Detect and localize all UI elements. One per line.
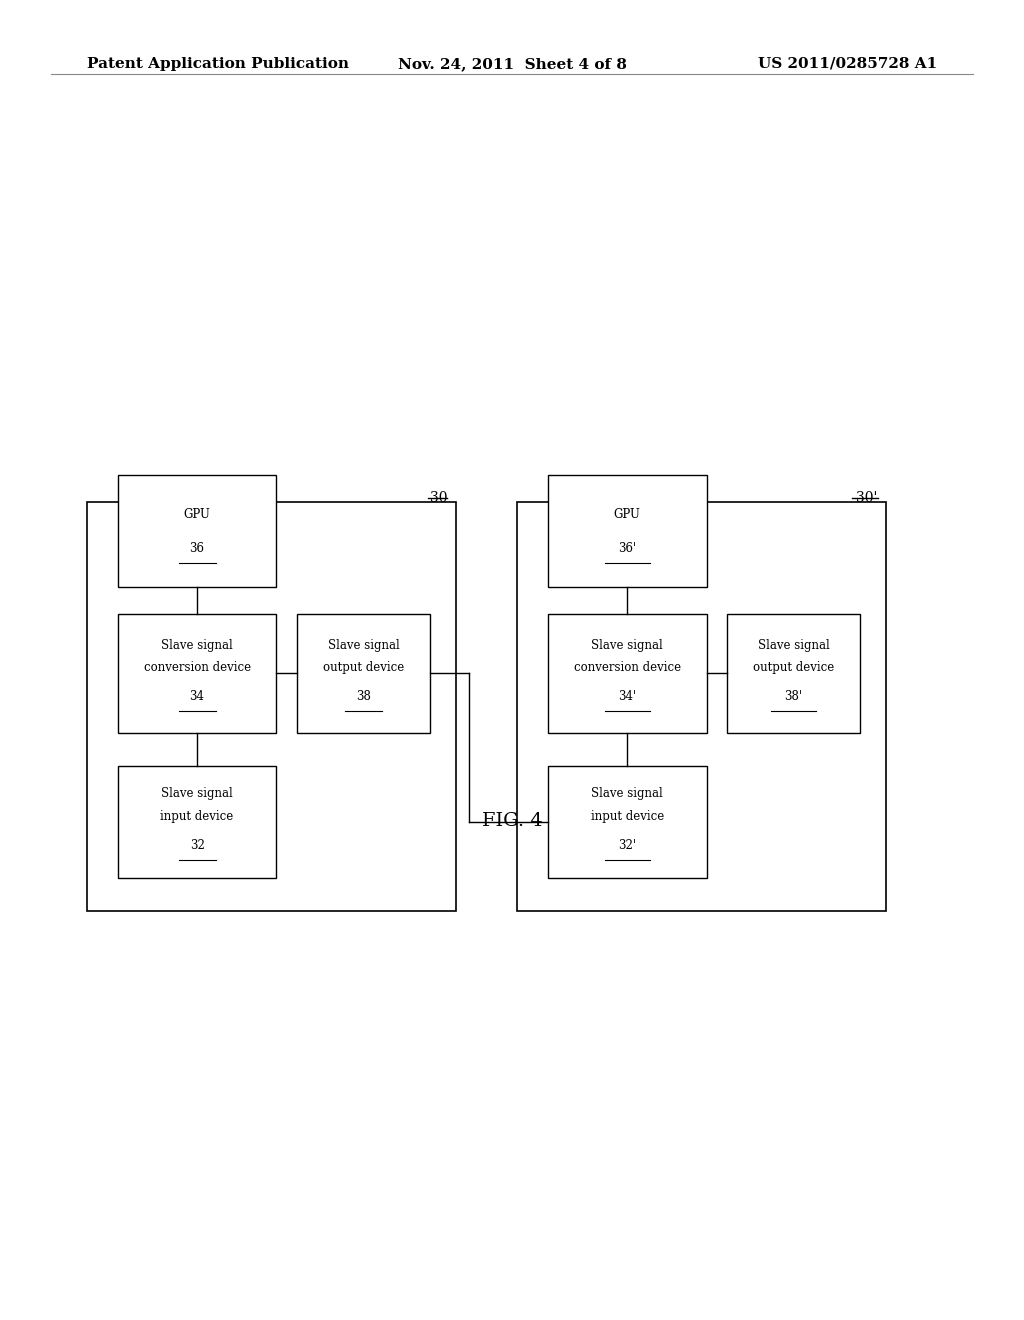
Text: output device: output device	[323, 661, 404, 675]
Text: output device: output device	[753, 661, 835, 675]
Bar	[548, 766, 707, 878]
Text: 34': 34'	[618, 690, 636, 704]
Bar	[727, 614, 860, 733]
Text: conversion device: conversion device	[573, 661, 681, 675]
Text: Slave signal: Slave signal	[591, 788, 664, 800]
Text: 38: 38	[356, 690, 371, 704]
Text: 32: 32	[189, 840, 205, 851]
Text: 38': 38'	[784, 690, 803, 704]
Text: Slave signal: Slave signal	[161, 788, 233, 800]
Text: Patent Application Publication: Patent Application Publication	[87, 57, 349, 71]
Text: 32': 32'	[618, 840, 636, 851]
Text: Nov. 24, 2011  Sheet 4 of 8: Nov. 24, 2011 Sheet 4 of 8	[397, 57, 627, 71]
Text: 34: 34	[189, 690, 205, 704]
Text: 36': 36'	[618, 543, 636, 554]
Text: Slave signal: Slave signal	[591, 639, 664, 652]
Text: input device: input device	[161, 810, 233, 822]
Bar	[548, 475, 707, 587]
Bar	[118, 475, 276, 587]
Text: 30': 30'	[856, 491, 878, 506]
Text: 30: 30	[430, 491, 447, 506]
Bar	[118, 766, 276, 878]
Text: GPU: GPU	[183, 508, 211, 520]
Text: Slave signal: Slave signal	[161, 639, 233, 652]
Text: US 2011/0285728 A1: US 2011/0285728 A1	[758, 57, 937, 71]
Bar	[87, 502, 456, 911]
Bar	[297, 614, 430, 733]
Text: GPU: GPU	[613, 508, 641, 520]
Text: Slave signal: Slave signal	[758, 639, 829, 652]
Bar	[118, 614, 276, 733]
Text: Slave signal: Slave signal	[328, 639, 399, 652]
Text: 36: 36	[189, 543, 205, 554]
Text: conversion device: conversion device	[143, 661, 251, 675]
Text: FIG. 4: FIG. 4	[481, 812, 543, 830]
Bar	[548, 614, 707, 733]
Bar	[517, 502, 886, 911]
Text: input device: input device	[591, 810, 664, 822]
